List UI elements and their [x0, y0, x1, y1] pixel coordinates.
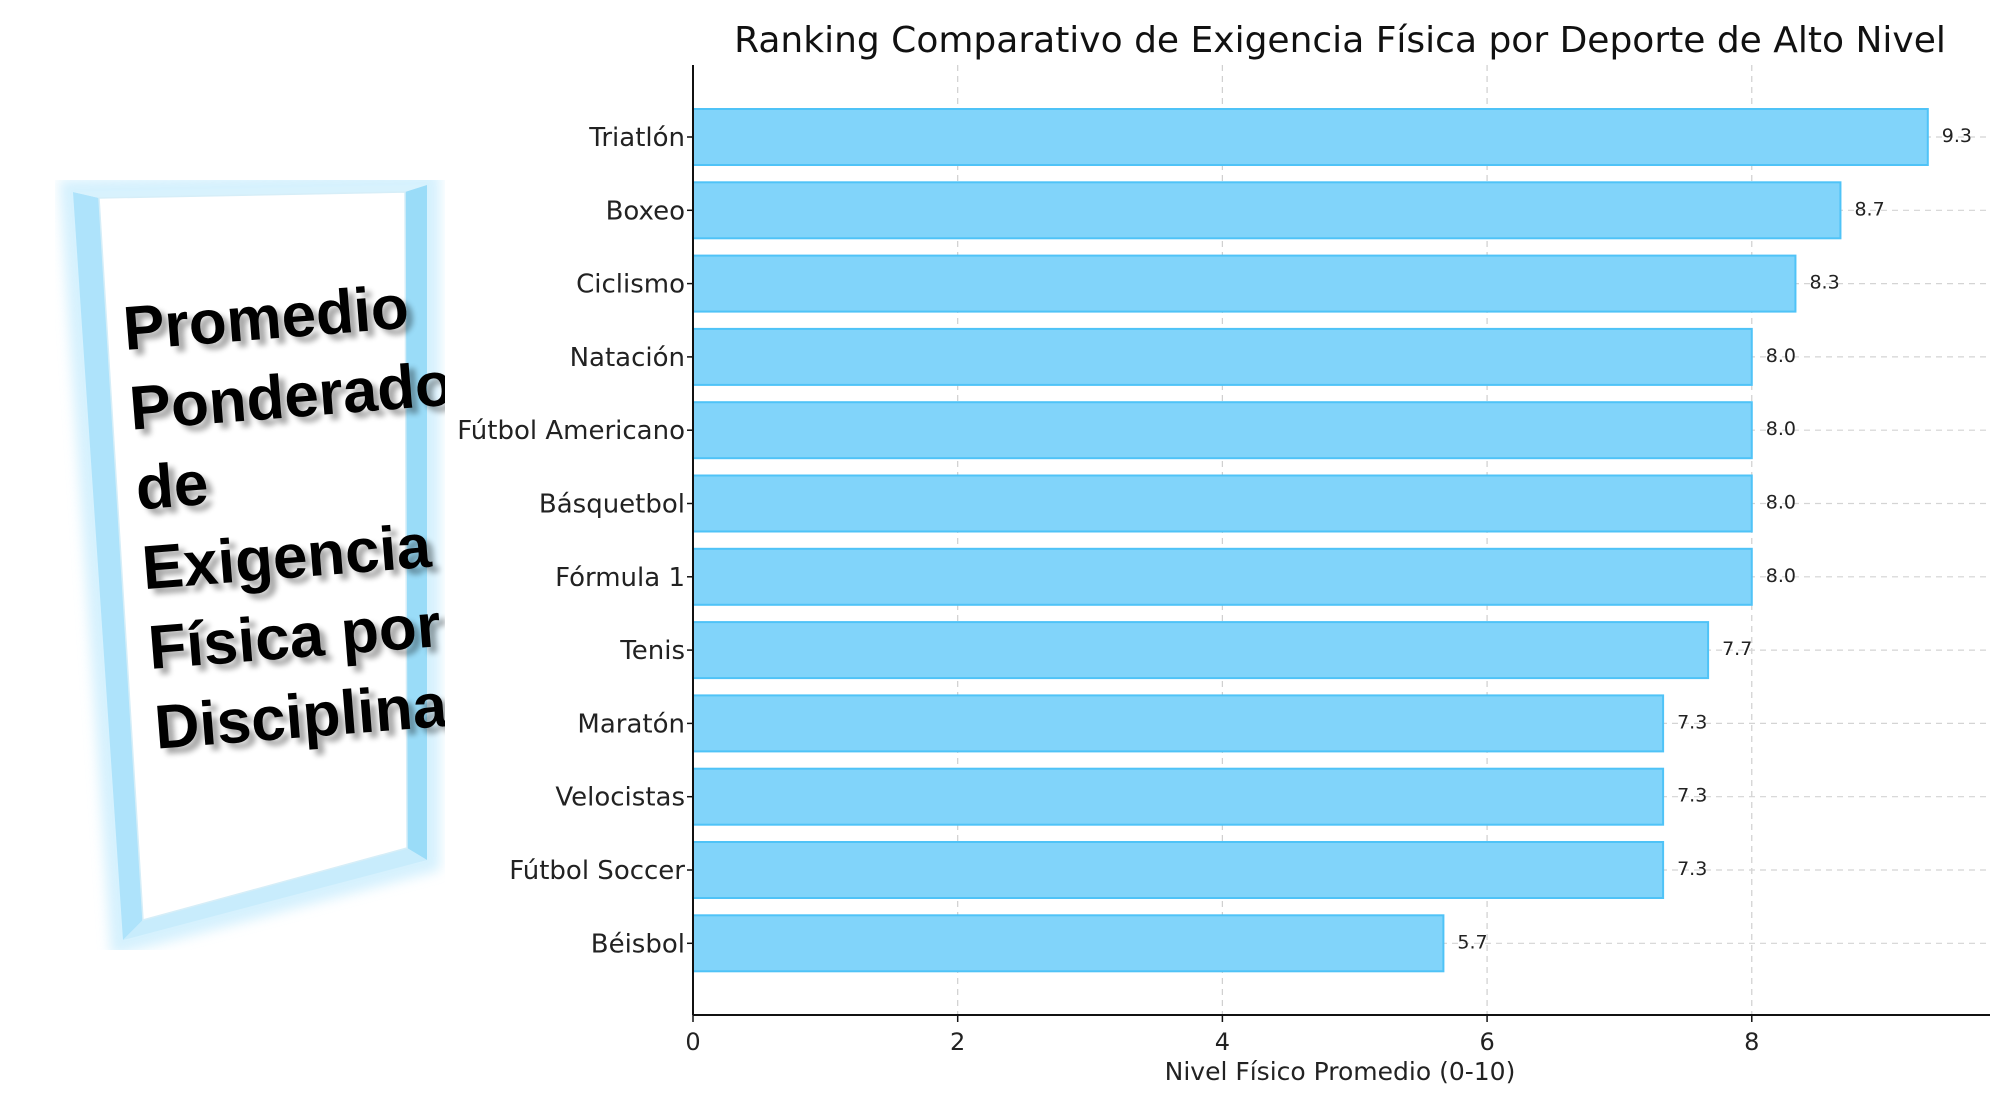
x-tick-label: 0 — [685, 1028, 700, 1056]
chart-title: Ranking Comparativo de Exigencia Física … — [734, 20, 1946, 61]
value-label: 8.0 — [1766, 345, 1796, 367]
svg-text:PromedioPonderadodeExigenciaFí: PromedioPonderadodeExigenciaFísica porDi… — [127, 275, 445, 768]
panel-shadow-line: de — [140, 455, 218, 529]
value-label: 8.3 — [1809, 272, 1839, 294]
x-axis-title: Nivel Físico Promedio (0-10) — [1165, 1057, 1516, 1086]
category-label: Ciclismo — [576, 270, 685, 300]
bar — [692, 474, 1753, 533]
category-label: Béisbol — [591, 929, 685, 959]
value-label: 7.3 — [1677, 785, 1707, 807]
value-label: 5.7 — [1457, 931, 1487, 953]
x-tick-label: 2 — [950, 1028, 965, 1056]
value-label: 7.3 — [1677, 711, 1707, 733]
bar — [692, 181, 1842, 240]
category-label: Fútbol Soccer — [509, 856, 685, 886]
side-title-panel: PromedioPonderadodeExigenciaFísica porDi… — [55, 180, 445, 950]
bar — [692, 767, 1665, 826]
value-label: 9.3 — [1942, 125, 1972, 147]
x-tick-label: 6 — [1479, 1028, 1494, 1056]
bar — [692, 841, 1665, 899]
bar — [692, 914, 1445, 973]
category-label: Velocistas — [555, 783, 685, 813]
side-title-frame: PromedioPonderadodeExigenciaFísica porDi… — [59, 180, 445, 950]
bars: Triatlón 9.3 Boxeo 8.7 Ciclismo 8.3 Natación 8.… — [457, 108, 1972, 973]
bar — [692, 108, 1929, 166]
category-label: Fútbol Americano — [457, 416, 685, 446]
bar — [692, 327, 1753, 386]
panel-title-line-3: de — [133, 449, 211, 523]
category-label: Básquetbol — [539, 490, 685, 520]
category-label: Fórmula 1 — [555, 563, 685, 593]
value-label: 8.0 — [1766, 565, 1796, 587]
bar — [692, 694, 1665, 753]
value-label: 8.7 — [1854, 198, 1884, 220]
value-label: 8.0 — [1766, 492, 1796, 514]
category-label: Boxeo — [606, 196, 685, 226]
x-tick-label: 4 — [1215, 1028, 1230, 1056]
bar — [692, 401, 1753, 460]
bar — [692, 621, 1710, 680]
category-label: Natación — [570, 343, 685, 373]
category-label: Maratón — [577, 709, 685, 739]
value-label: 8.0 — [1766, 418, 1796, 440]
bar — [692, 547, 1753, 606]
category-label: Tenis — [619, 636, 685, 666]
axes: 0 2 4 6 8 — [685, 65, 1990, 1056]
category-label: Triatlón — [588, 123, 685, 153]
value-label: 7.3 — [1677, 858, 1707, 880]
value-label: 7.7 — [1722, 638, 1752, 660]
bar — [692, 254, 1797, 313]
x-tick-label: 8 — [1744, 1028, 1759, 1056]
